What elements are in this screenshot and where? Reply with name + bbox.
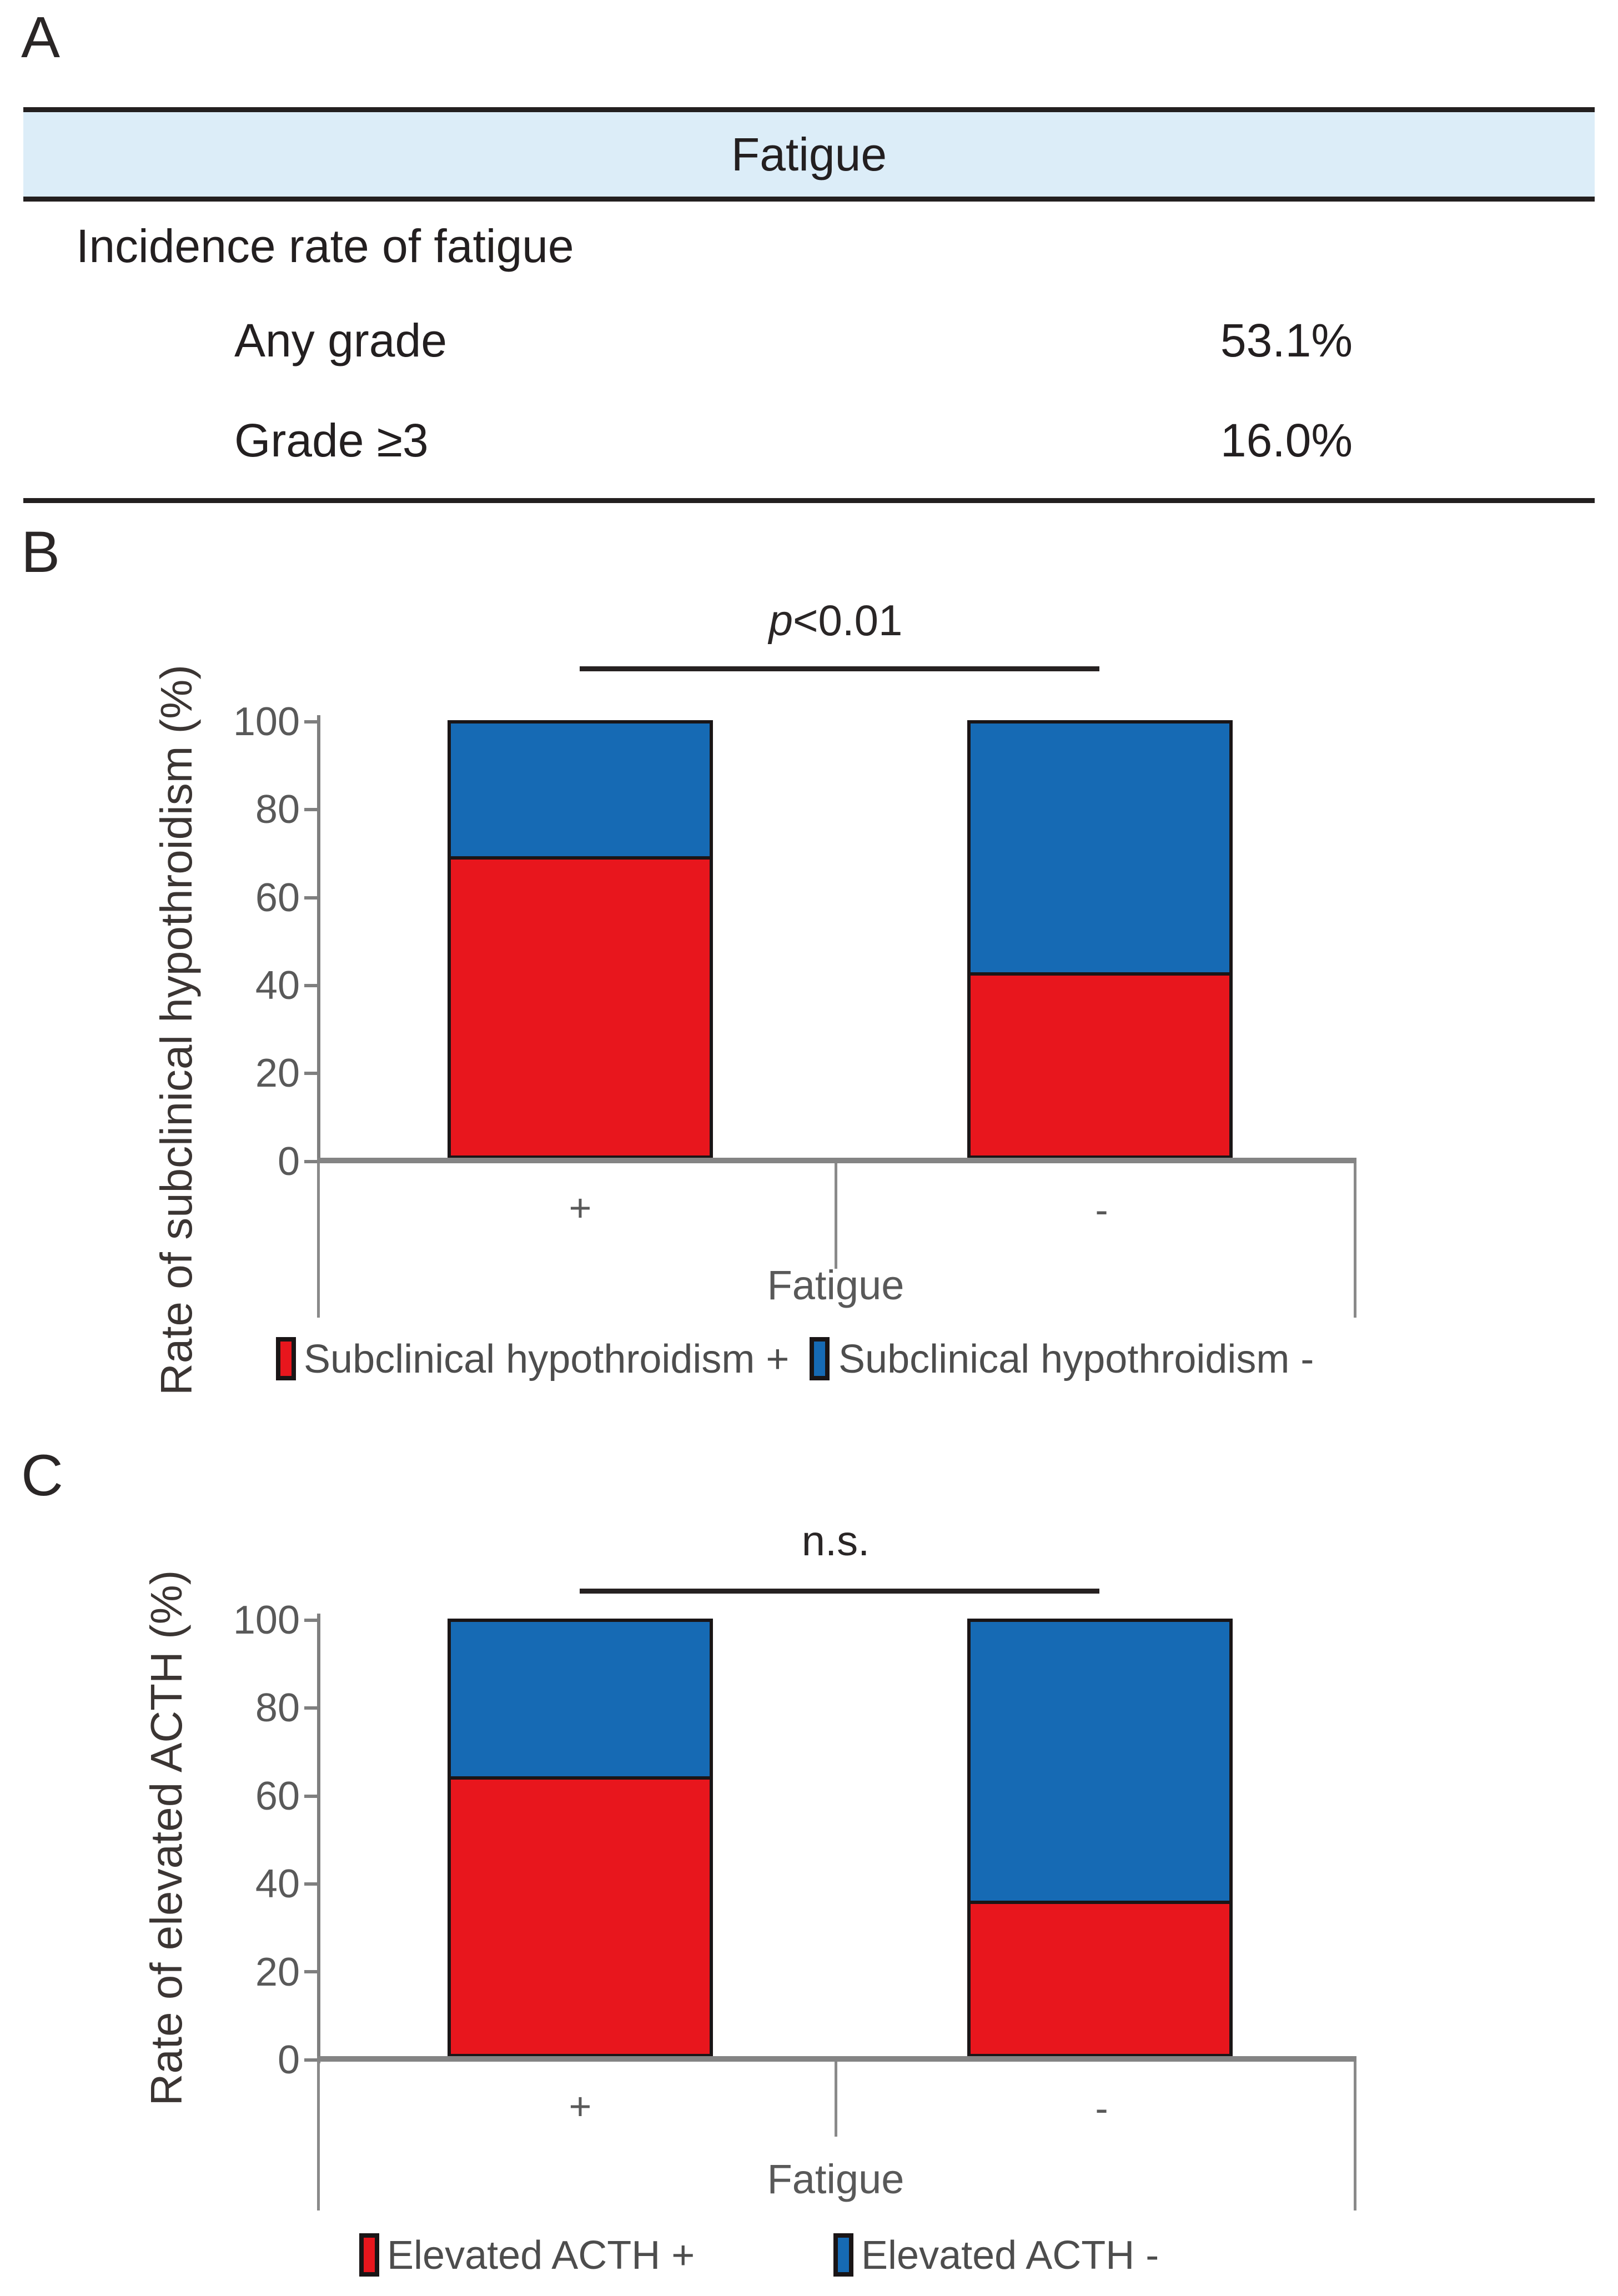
panel-c-x-axis-line xyxy=(317,2056,1356,2062)
x-tick-plus: + xyxy=(569,1186,592,1229)
y-tick-label: 40 xyxy=(255,963,300,1008)
panel-c-significance-text: n.s. xyxy=(801,1518,870,1565)
row-value-any-grade: 53.1% xyxy=(1220,314,1353,366)
legend-label-negative: Subclinical hypothroidism - xyxy=(838,1337,1314,1381)
bar-segment-negative xyxy=(971,724,1229,972)
y-tick-mark xyxy=(304,808,319,811)
table-header-fatigue: Fatigue xyxy=(23,112,1595,197)
table-row: Incidence rate of fatigue xyxy=(23,202,1595,290)
p-value-rest: <0.01 xyxy=(793,596,903,645)
category-divider-line xyxy=(835,2062,837,2137)
row-value-grade3: 16.0% xyxy=(1220,414,1353,466)
panel-c-y-axis-line xyxy=(317,1614,320,2063)
y-tick-mark xyxy=(304,1706,319,1710)
panel-c-letter: C xyxy=(21,1443,64,1508)
p-value-italic-p: p xyxy=(768,596,793,645)
panel-c-x-axis-title: Fatigue xyxy=(767,2156,905,2202)
category-box-line-left xyxy=(317,1163,320,1318)
y-tick-label: 100 xyxy=(233,700,300,744)
legend-label-positive: Subclinical hypothroidism + xyxy=(304,1337,790,1381)
legend-swatch-blue xyxy=(810,1337,830,1380)
table-top-border xyxy=(23,107,1595,112)
y-tick-mark xyxy=(304,984,319,987)
y-tick-label: 0 xyxy=(277,1139,300,1184)
y-tick-mark xyxy=(304,1160,319,1163)
bar-segment-negative xyxy=(971,1622,1229,1901)
legend-swatch-blue xyxy=(833,2233,853,2277)
bar-segment-negative xyxy=(451,1622,710,1776)
panel-b-y-axis-title: Rate of subclinical hypothroidism (%) xyxy=(152,664,201,1396)
y-tick-label: 60 xyxy=(255,1774,300,1818)
panel-b-y-axis-line xyxy=(317,715,320,1162)
y-tick-mark xyxy=(304,1882,319,1886)
panel-b-significance-line xyxy=(580,666,1099,671)
panel-a-letter: A xyxy=(21,5,62,70)
y-tick-label: 80 xyxy=(255,787,300,832)
panel-c-significance-line xyxy=(580,1589,1099,1594)
x-tick-plus: + xyxy=(569,2084,592,2128)
bar-segment-negative xyxy=(451,724,710,857)
y-tick-mark xyxy=(304,2058,319,2062)
bar-fatigue-negative xyxy=(967,1619,1233,2057)
panel-b-significance-text: p<0.01 xyxy=(555,595,1116,646)
y-tick-mark xyxy=(304,1072,319,1075)
y-tick-label: 60 xyxy=(255,876,300,920)
bar-segment-positive xyxy=(971,972,1229,1155)
row-label-grade3: Grade ≥3 xyxy=(234,414,429,466)
panel-b-letter: B xyxy=(21,520,62,585)
legend-label-negative: Elevated ACTH - xyxy=(861,2233,1159,2278)
y-tick-label: 0 xyxy=(277,2038,300,2082)
bar-fatigue-positive xyxy=(448,720,713,1159)
x-tick-minus: - xyxy=(1095,2087,1108,2130)
y-tick-label: 80 xyxy=(255,1686,300,1730)
y-tick-mark xyxy=(304,1970,319,1973)
row-label-any-grade: Any grade xyxy=(234,314,447,366)
table-row: Grade ≥3 16.0% xyxy=(23,390,1595,490)
y-tick-label: 100 xyxy=(233,1598,300,1642)
category-box-line-right xyxy=(1354,2062,1356,2210)
y-tick-mark xyxy=(304,896,319,900)
legend-swatch-red xyxy=(276,1337,296,1380)
bar-fatigue-positive xyxy=(448,1619,713,2057)
bar-fatigue-negative xyxy=(967,720,1233,1159)
bar-segment-positive xyxy=(451,1776,710,2054)
y-tick-label: 20 xyxy=(255,1051,300,1096)
y-tick-label: 40 xyxy=(255,1862,300,1906)
panel-b-x-axis-line xyxy=(317,1158,1356,1163)
y-tick-mark xyxy=(304,1619,319,1622)
y-tick-label: 20 xyxy=(255,1950,300,1994)
legend-label-positive: Elevated ACTH + xyxy=(387,2233,695,2278)
panel-c-y-axis-title: Rate of elevated ACTH (%) xyxy=(142,1570,191,2106)
x-tick-minus: - xyxy=(1095,1188,1108,1232)
bar-segment-positive xyxy=(451,856,710,1155)
y-tick-mark xyxy=(304,720,319,724)
category-divider-line xyxy=(835,1163,837,1269)
category-box-line-right xyxy=(1354,1163,1356,1318)
table-header-label: Fatigue xyxy=(731,128,887,180)
bar-segment-positive xyxy=(971,1900,1229,2054)
table-bottom-border xyxy=(23,498,1595,503)
y-tick-mark xyxy=(304,1795,319,1798)
table-row: Any grade 53.1% xyxy=(23,290,1595,390)
row-label-incidence: Incidence rate of fatigue xyxy=(76,219,574,272)
category-box-line-left xyxy=(317,2062,320,2210)
panel-b-x-axis-title: Fatigue xyxy=(767,1262,905,1308)
table-header-border xyxy=(23,197,1595,202)
legend-swatch-red xyxy=(359,2233,379,2277)
